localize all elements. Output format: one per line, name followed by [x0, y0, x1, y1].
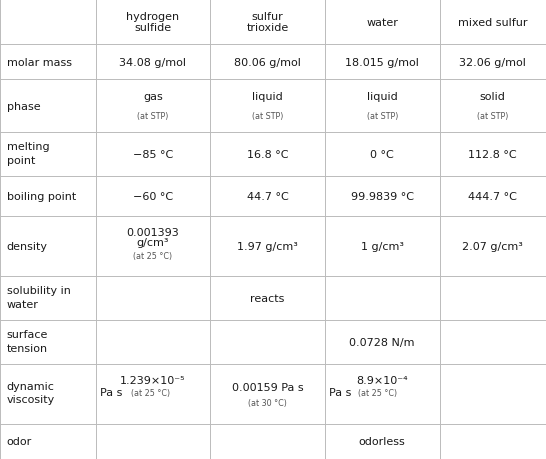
Text: (at 25 °C): (at 25 °C)	[358, 388, 397, 397]
Text: mixed sulfur: mixed sulfur	[458, 17, 527, 28]
Text: 1 g/cm³: 1 g/cm³	[361, 241, 403, 252]
Text: 99.9839 °C: 99.9839 °C	[351, 192, 414, 202]
Text: (at STP): (at STP)	[252, 112, 283, 121]
Text: melting: melting	[7, 141, 49, 151]
Text: 1.239×10⁻⁵: 1.239×10⁻⁵	[120, 375, 186, 385]
Text: 1.97 g/cm³: 1.97 g/cm³	[237, 241, 298, 252]
Text: Pa s: Pa s	[100, 387, 122, 397]
Text: 16.8 °C: 16.8 °C	[247, 150, 288, 160]
Text: 0 °C: 0 °C	[370, 150, 394, 160]
Text: odorless: odorless	[359, 437, 406, 447]
Text: density: density	[7, 241, 48, 252]
Text: (at 25 °C): (at 25 °C)	[131, 388, 170, 397]
Text: sulfur
trioxide: sulfur trioxide	[246, 11, 289, 33]
Text: dynamic: dynamic	[7, 381, 55, 391]
Text: point: point	[7, 155, 35, 165]
Text: (at STP): (at STP)	[477, 112, 508, 121]
Text: 0.001393: 0.001393	[127, 228, 179, 238]
Text: molar mass: molar mass	[7, 57, 72, 67]
Text: surface: surface	[7, 329, 48, 339]
Text: 34.08 g/mol: 34.08 g/mol	[120, 57, 186, 67]
Text: 0.0728 N/m: 0.0728 N/m	[349, 337, 415, 347]
Text: liquid: liquid	[367, 91, 397, 101]
Text: g/cm³: g/cm³	[136, 238, 169, 248]
Text: 8.9×10⁻⁴: 8.9×10⁻⁴	[357, 375, 408, 385]
Text: 80.06 g/mol: 80.06 g/mol	[234, 57, 301, 67]
Text: water: water	[7, 299, 38, 309]
Text: 44.7 °C: 44.7 °C	[247, 192, 288, 202]
Text: (at STP): (at STP)	[137, 112, 169, 121]
Text: viscosity: viscosity	[7, 395, 55, 404]
Text: 0.00159 Pa s: 0.00159 Pa s	[232, 382, 304, 392]
Text: solid: solid	[480, 91, 506, 101]
Text: 32.06 g/mol: 32.06 g/mol	[459, 57, 526, 67]
Text: water: water	[366, 17, 398, 28]
Text: 444.7 °C: 444.7 °C	[468, 192, 517, 202]
Text: 2.07 g/cm³: 2.07 g/cm³	[462, 241, 523, 252]
Text: odor: odor	[7, 437, 32, 447]
Text: tension: tension	[7, 343, 48, 353]
Text: (at 30 °C): (at 30 °C)	[248, 398, 287, 407]
Text: gas: gas	[143, 91, 163, 101]
Text: (at 25 °C): (at 25 °C)	[133, 251, 173, 260]
Text: −60 °C: −60 °C	[133, 192, 173, 202]
Text: boiling point: boiling point	[7, 192, 76, 202]
Text: −85 °C: −85 °C	[133, 150, 173, 160]
Text: (at STP): (at STP)	[366, 112, 398, 121]
Text: 18.015 g/mol: 18.015 g/mol	[345, 57, 419, 67]
Text: solubility in: solubility in	[7, 285, 70, 295]
Text: hydrogen
sulfide: hydrogen sulfide	[126, 11, 180, 33]
Text: Pa s: Pa s	[329, 387, 352, 397]
Text: phase: phase	[7, 101, 40, 112]
Text: liquid: liquid	[252, 91, 283, 101]
Text: reacts: reacts	[251, 293, 284, 303]
Text: 112.8 °C: 112.8 °C	[468, 150, 517, 160]
